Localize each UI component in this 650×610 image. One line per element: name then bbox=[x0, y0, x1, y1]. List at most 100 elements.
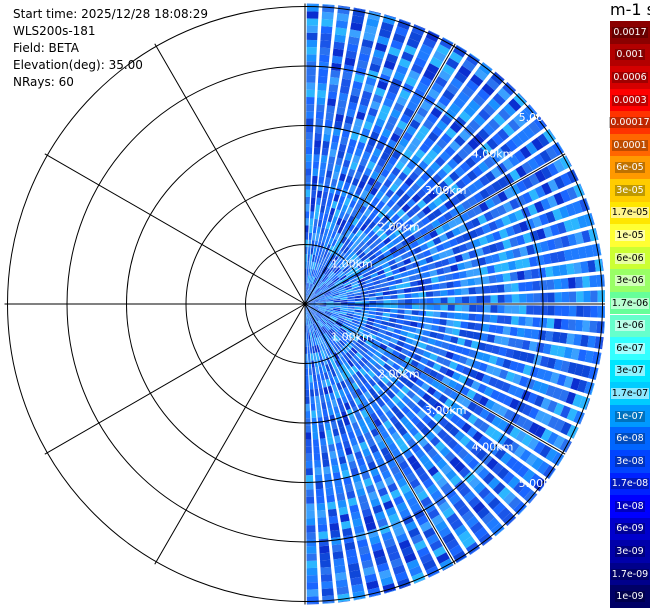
range-gate-cell bbox=[361, 38, 374, 49]
range-gate-cell bbox=[338, 455, 347, 465]
range-gate-cell bbox=[318, 351, 323, 360]
ray-count: NRays: 60 bbox=[13, 75, 74, 89]
range-gate-cell bbox=[408, 326, 417, 333]
range-gate-cell bbox=[341, 204, 348, 213]
range-gate-cell bbox=[474, 277, 483, 286]
colorbar-tick-label: 0.0003 bbox=[612, 94, 648, 106]
range-gate-cell bbox=[325, 487, 334, 496]
range-gate-cell bbox=[535, 254, 545, 266]
range-gate-cell bbox=[310, 204, 315, 212]
range-gate-cell bbox=[493, 263, 503, 273]
range-gate-cell bbox=[414, 466, 426, 477]
range-gate-cell bbox=[357, 339, 365, 346]
range-gate-cell bbox=[533, 394, 545, 408]
range-gate-cell bbox=[305, 396, 310, 404]
range-gate-cell bbox=[422, 119, 435, 130]
range-gate-cell bbox=[509, 236, 519, 248]
range-gate-cell bbox=[447, 304, 455, 311]
range-gate-cell bbox=[418, 342, 427, 350]
colorbar-segment: 1.7e-08 bbox=[610, 472, 650, 496]
range-gate-cell bbox=[509, 169, 521, 182]
range-gate-cell bbox=[311, 269, 315, 277]
range-gate-cell bbox=[540, 292, 548, 303]
range-gate-cell bbox=[347, 340, 355, 347]
range-gate-cell bbox=[479, 421, 490, 434]
range-gate-cell bbox=[345, 248, 353, 256]
range-gate-cell bbox=[305, 353, 308, 362]
range-gate-cell bbox=[320, 327, 326, 334]
range-gate-cell bbox=[421, 216, 431, 226]
range-gate-cell bbox=[309, 276, 313, 284]
range-gate-cell bbox=[311, 345, 316, 354]
range-gate-cell bbox=[363, 391, 372, 400]
range-gate-cell bbox=[497, 190, 508, 203]
range-gate-cell bbox=[367, 314, 376, 319]
range-gate-cell bbox=[416, 409, 427, 420]
range-gate-cell bbox=[311, 301, 320, 303]
range-gate-cell bbox=[388, 285, 397, 291]
range-gate-cell bbox=[463, 124, 476, 137]
range-gate-cell bbox=[359, 205, 367, 214]
range-gate-cell bbox=[345, 424, 353, 433]
range-gate-cell bbox=[401, 193, 411, 203]
range-gate-cell bbox=[496, 162, 508, 175]
range-gate-cell bbox=[438, 394, 449, 404]
range-gate-cell bbox=[391, 395, 401, 405]
range-gate-cell bbox=[601, 258, 604, 271]
range-gate-cell bbox=[317, 524, 328, 533]
range-gate-cell bbox=[337, 242, 344, 250]
range-gate-cell bbox=[507, 212, 518, 224]
range-gate-cell bbox=[359, 319, 367, 324]
range-gate-cell bbox=[330, 369, 337, 378]
range-gate-cell bbox=[443, 175, 455, 187]
range-gate-cell bbox=[407, 142, 418, 154]
range-gate-cell bbox=[317, 359, 322, 367]
range-gate-cell bbox=[491, 194, 502, 206]
range-gate-cell bbox=[383, 308, 391, 313]
range-gate-cell bbox=[319, 305, 327, 308]
range-gate-cell bbox=[321, 18, 334, 27]
range-gate-cell bbox=[447, 379, 458, 389]
range-gate-cell bbox=[312, 175, 318, 184]
range-gate-cell bbox=[365, 324, 373, 330]
range-gate-cell bbox=[377, 253, 386, 261]
range-gate-cell bbox=[572, 200, 583, 215]
range-gate-cell bbox=[472, 430, 484, 443]
range-gate-cell bbox=[489, 314, 498, 323]
range-gate-cell bbox=[401, 276, 410, 283]
range-gate-cell bbox=[321, 198, 327, 207]
range-gate-cell bbox=[333, 558, 345, 567]
range-gate-cell bbox=[336, 202, 343, 211]
range-gate-cell bbox=[340, 337, 348, 345]
range-gate-cell bbox=[396, 340, 405, 347]
range-gate-cell bbox=[431, 453, 443, 465]
range-gate-cell bbox=[316, 271, 322, 279]
range-gate-cell bbox=[314, 338, 318, 346]
range-gate-cell bbox=[369, 594, 381, 598]
colorbar-tick-label: 3e-05 bbox=[615, 184, 645, 196]
range-gate-cell bbox=[560, 360, 571, 373]
range-gate-cell bbox=[314, 467, 322, 476]
range-gate-cell bbox=[332, 293, 340, 297]
range-gate-cell bbox=[380, 430, 390, 440]
range-gate-cell bbox=[374, 249, 383, 257]
range-gate-cell bbox=[435, 372, 445, 382]
range-gate-cell bbox=[323, 276, 329, 283]
range-gate-cell bbox=[319, 431, 326, 439]
range-gate-cell bbox=[413, 230, 423, 240]
range-gate-cell bbox=[334, 257, 341, 265]
range-gate-cell bbox=[379, 414, 389, 424]
range-gate-cell bbox=[389, 354, 398, 362]
range-gate-cell bbox=[325, 298, 334, 301]
range-gate-cell bbox=[597, 290, 605, 303]
range-gate-cell bbox=[373, 548, 386, 559]
range-gate-cell bbox=[354, 480, 364, 490]
range-gate-cell bbox=[436, 138, 448, 150]
range-gate-cell bbox=[367, 336, 375, 343]
range-gate-cell bbox=[511, 134, 524, 148]
range-gate-cell bbox=[367, 230, 376, 238]
range-gate-cell bbox=[313, 154, 320, 162]
range-gate-cell bbox=[378, 569, 392, 580]
range-gate-cell bbox=[367, 317, 375, 323]
range-gate-cell bbox=[344, 483, 354, 493]
